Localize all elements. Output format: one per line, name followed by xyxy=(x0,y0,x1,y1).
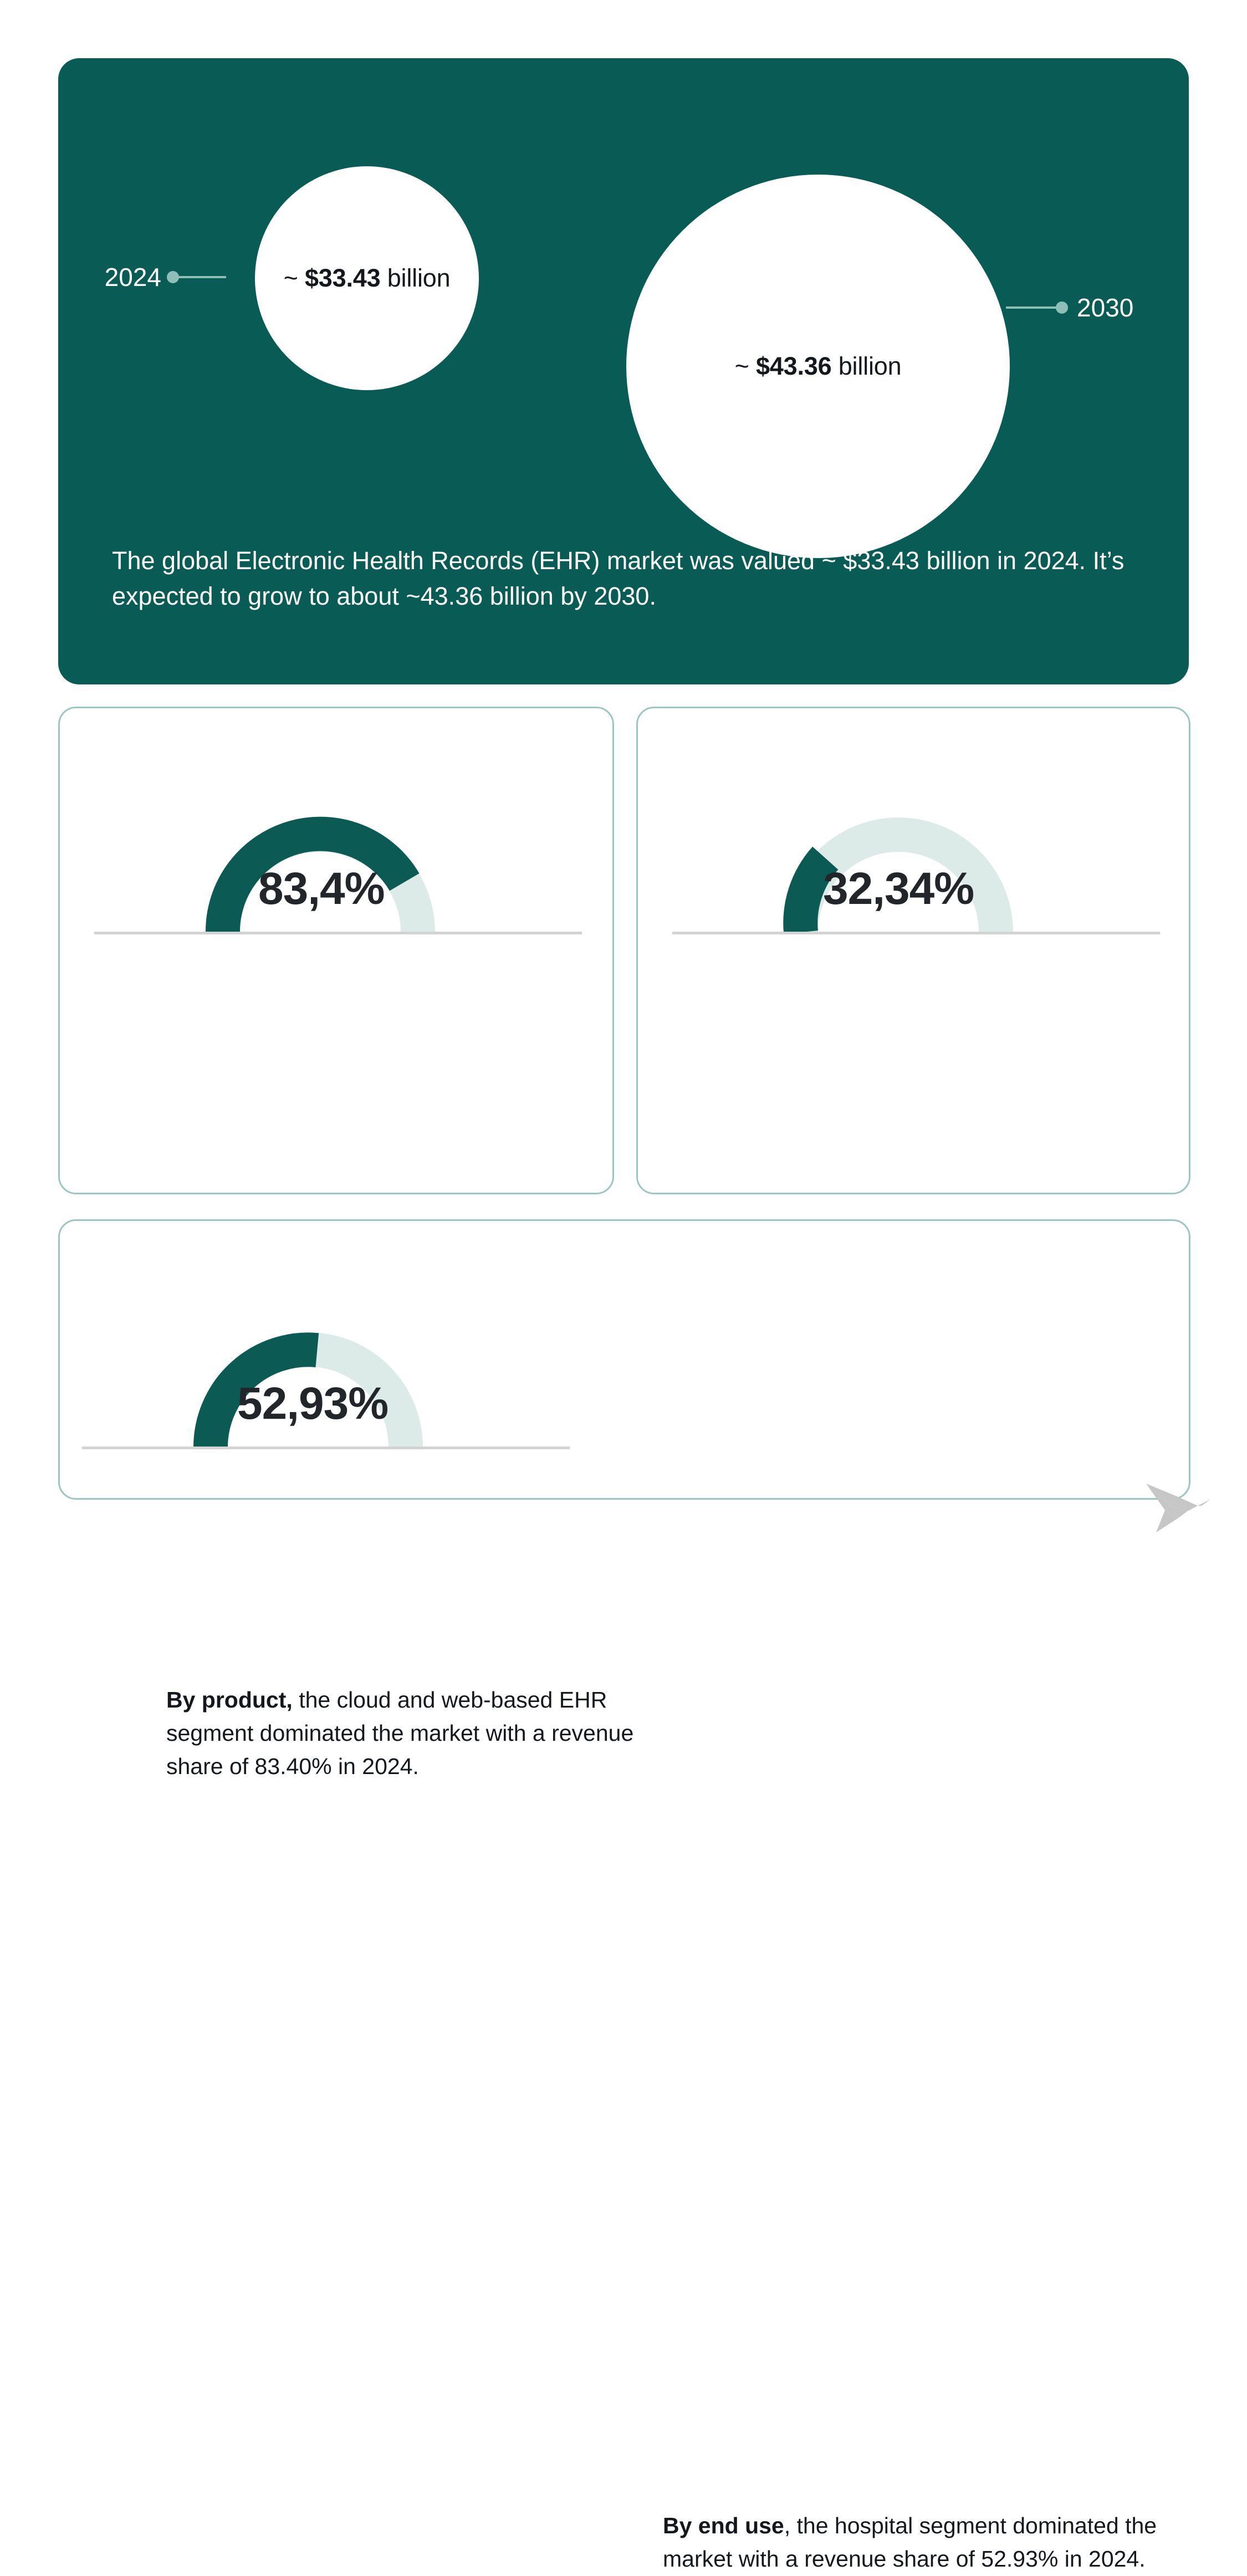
gauge-value-by-product: 83,4% xyxy=(258,863,385,914)
card-lead-by-product: By product, xyxy=(166,1687,293,1713)
value-2024-unit: billion xyxy=(380,264,451,292)
market-value-2030-text: ~ $43.36 billion xyxy=(735,352,902,381)
card-body-by-product: By product, the cloud and web-based EHR … xyxy=(166,1684,643,1783)
value-2024-amount: $33.43 xyxy=(304,264,381,292)
value-2030-amount: $43.36 xyxy=(755,352,832,380)
gauge-by-business-model: 32,34% xyxy=(672,745,1160,950)
gauge-by-product-svg xyxy=(94,816,582,934)
gauge-by-end-use-svg xyxy=(82,1332,570,1449)
card-by-end-use: 52,93% By end use, the hospital segment … xyxy=(58,1219,1190,2572)
card-by-product: 83,4% By product, the cloud and web-base… xyxy=(58,707,633,1779)
connector-line-2024 xyxy=(173,276,226,278)
gauge-fill-enduse xyxy=(193,1332,319,1448)
connector-dot-2024-icon xyxy=(167,271,179,283)
year-label-2024: 2024 xyxy=(104,263,161,292)
connector-dot-2030-icon xyxy=(1056,301,1068,314)
gauge-by-end-use: 52,93% xyxy=(82,1260,570,1465)
card-by-business-model: 32,34% By business model, the profession… xyxy=(636,707,1190,1194)
gauge-fill-business xyxy=(783,846,839,934)
infographic-page: ~ $33.43 billion ~ $43.36 billion 2024 2… xyxy=(58,58,1212,2572)
origami-bird-logo-svg xyxy=(1146,1484,1210,1532)
value-2030-unit: billion xyxy=(831,352,902,380)
origami-bird-logo-icon xyxy=(1141,1477,1212,1538)
card-lead-by-end-use: By end use xyxy=(663,2513,784,2538)
gauge-by-product: 83,4% xyxy=(94,745,582,950)
year-label-2030: 2030 xyxy=(1077,293,1134,322)
market-value-circle-2024: ~ $33.43 billion xyxy=(255,166,479,390)
value-2024-tilde: ~ xyxy=(283,264,305,292)
gauge-by-business-model-svg xyxy=(672,817,1160,934)
hero-description-paragraph: The global Electronic Health Records (EH… xyxy=(112,543,1165,614)
market-value-circle-2030: ~ $43.36 billion xyxy=(626,175,1010,558)
value-2030-tilde: ~ xyxy=(734,352,756,380)
card-body-by-end-use: By end use, the hospital segment dominat… xyxy=(663,2509,1217,2576)
gauge-fill-product xyxy=(205,816,420,933)
gauge-value-by-end-use: 52,93% xyxy=(237,1378,389,1429)
connector-line-2030 xyxy=(1006,306,1060,309)
market-value-2024-text: ~ $33.43 billion xyxy=(284,264,451,293)
hero-paragraph-line-1: The global Electronic Health Records (EH… xyxy=(112,546,990,575)
market-value-hero-panel: ~ $33.43 billion ~ $43.36 billion 2024 2… xyxy=(58,58,1189,684)
gauge-value-by-business-model: 32,34% xyxy=(823,863,974,914)
hero-paragraph-line-2: in 2024. It’s expected to grow to about … xyxy=(112,546,1125,610)
